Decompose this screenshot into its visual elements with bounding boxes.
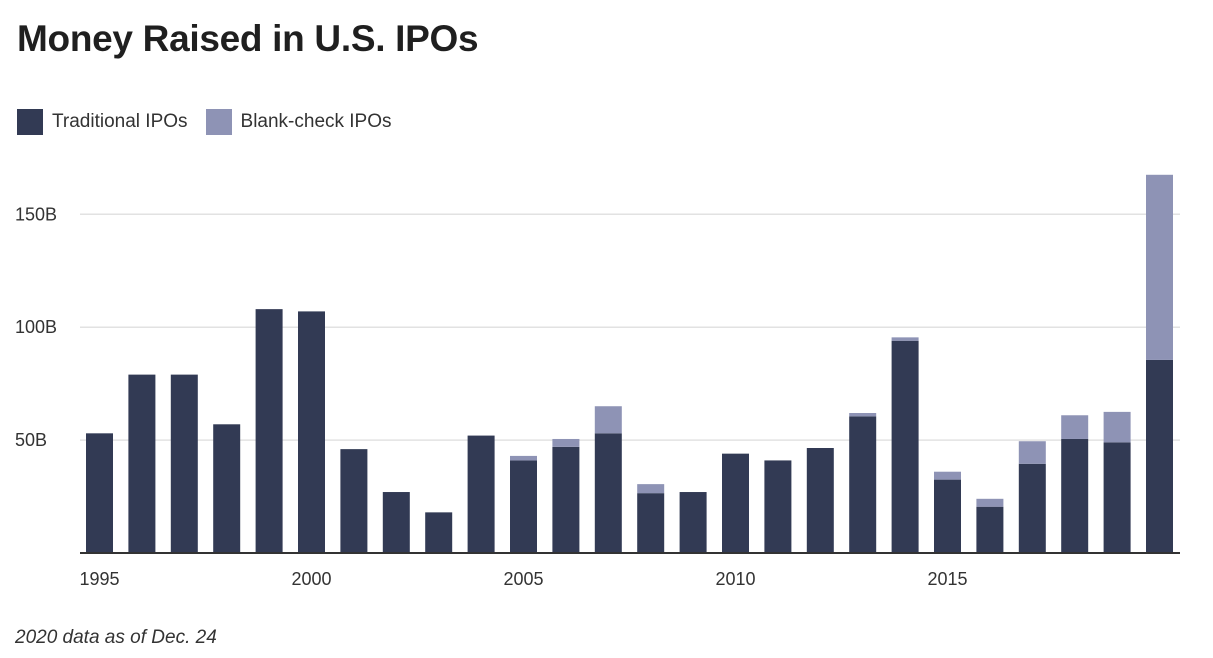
bar-traditional [213, 424, 241, 553]
legend-swatch-traditional [17, 109, 43, 135]
legend-swatch-blank-check [205, 109, 232, 135]
bar-traditional [594, 433, 622, 553]
bar-traditional [1146, 359, 1173, 553]
legend-item-traditional: Traditional IPOs [17, 109, 188, 135]
y-tick-label: 100B [15, 317, 57, 337]
bar-traditional [170, 374, 198, 553]
bar-blank-check [976, 498, 1004, 507]
bar-traditional [976, 506, 1004, 553]
bar-traditional [255, 309, 283, 553]
bar-traditional [86, 433, 113, 553]
bar-blank-check [849, 413, 877, 417]
x-tick-label: 2010 [715, 569, 755, 589]
y-tick-label: 150B [15, 204, 57, 224]
bar-traditional [806, 448, 834, 553]
bar-traditional [467, 435, 495, 553]
x-tick-label: 1995 [79, 569, 119, 589]
bar-traditional [934, 479, 961, 553]
bar-blank-check [594, 406, 622, 434]
bar-traditional [722, 453, 749, 553]
bar-blank-check [891, 337, 919, 341]
bar-traditional [298, 311, 325, 553]
bar-traditional [679, 492, 707, 553]
bar-blank-check [934, 471, 961, 480]
bar-traditional [510, 460, 537, 553]
legend-item-blank-check: Blank-check IPOs [205, 109, 392, 135]
bar-traditional [891, 340, 919, 553]
bar-traditional [1103, 442, 1131, 553]
bar-traditional [1018, 463, 1046, 553]
bar-traditional [552, 446, 580, 553]
y-tick-label: 50B [15, 430, 47, 450]
bar-traditional [382, 492, 410, 553]
bar-traditional [425, 512, 453, 553]
bar-traditional [764, 460, 792, 553]
chart-title: Money Raised in U.S. IPOs [17, 18, 479, 59]
bar-traditional [849, 416, 877, 553]
bar-blank-check [1146, 174, 1173, 360]
bar-traditional [637, 493, 665, 553]
bar-blank-check [552, 438, 580, 447]
bar-blank-check [1061, 415, 1089, 439]
bar-blank-check [637, 484, 665, 494]
x-tick-label: 2005 [503, 569, 543, 589]
legend-label-blank-check: Blank-check IPOs [240, 111, 392, 132]
bar-traditional [1061, 438, 1089, 553]
legend-label-traditional: Traditional IPOs [52, 111, 188, 132]
bar-traditional [340, 449, 368, 553]
bar-blank-check [1018, 441, 1046, 464]
bar-blank-check [1103, 411, 1131, 443]
x-tick-label: 2000 [291, 569, 331, 589]
x-tick-label: 2015 [927, 569, 967, 589]
legend: Traditional IPOs Blank-check IPOs [17, 109, 410, 135]
footnote: 2020 data as of Dec. 24 [15, 627, 217, 648]
bar-traditional [128, 374, 156, 553]
bar-blank-check [510, 455, 537, 461]
